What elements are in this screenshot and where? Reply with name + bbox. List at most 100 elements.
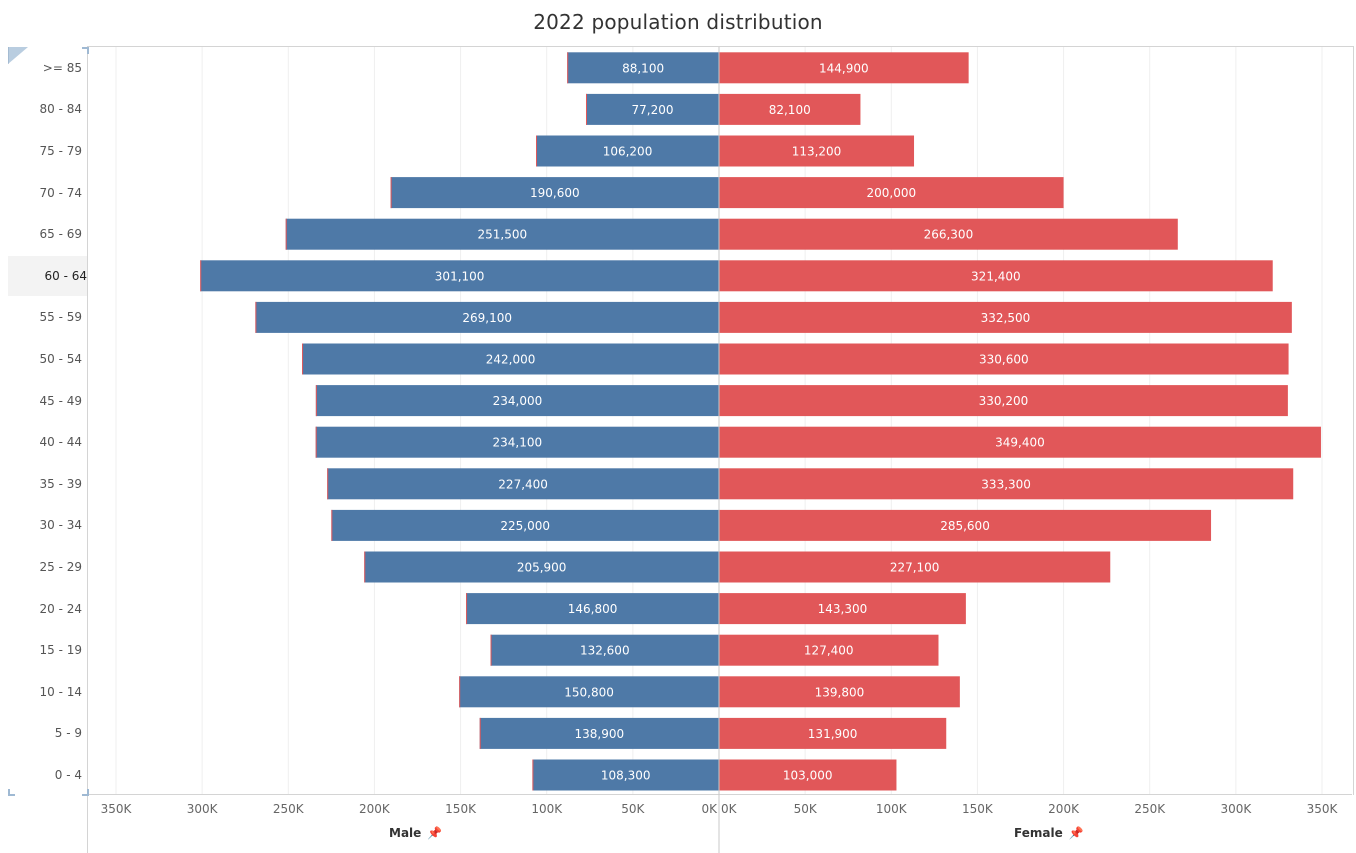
- male-value-label: 234,000: [493, 394, 543, 408]
- x-tick-label: 300K: [1220, 802, 1252, 816]
- age-group-label[interactable]: 30 - 34: [39, 518, 83, 533]
- left-rule: [87, 794, 88, 853]
- female-bar: [719, 343, 1289, 375]
- female-value-label: 330,600: [979, 353, 1029, 367]
- female-value-label: 333,300: [981, 477, 1031, 491]
- bracket-top-right: [82, 47, 89, 54]
- female-value-label: 82,100: [769, 103, 811, 117]
- female-bar: [719, 717, 947, 749]
- x-tick-label: 350K: [1306, 802, 1338, 816]
- female-bar: [719, 593, 966, 625]
- x-tick-label: 350K: [100, 802, 132, 816]
- age-group-label[interactable]: 5 - 9: [54, 726, 82, 741]
- male-value-label: 146,800: [568, 602, 618, 616]
- x-tick-label: 100K: [875, 802, 907, 816]
- age-group-label[interactable]: 80 - 84: [39, 102, 83, 117]
- male-value-label: 106,200: [603, 145, 653, 159]
- female-value-label: 103,000: [783, 769, 833, 783]
- age-group-label[interactable]: 35 - 39: [39, 476, 83, 491]
- male-value-label: 88,100: [622, 61, 664, 75]
- age-group-label[interactable]: 60 - 64: [8, 255, 87, 296]
- male-bar: [285, 218, 719, 250]
- female-bar: [719, 551, 1111, 583]
- male-bar: [200, 260, 720, 292]
- male-value-label: 138,900: [575, 727, 625, 741]
- female-bar: [719, 218, 1178, 250]
- x-tick-label: 200K: [1048, 802, 1079, 816]
- male-bar: [585, 93, 719, 125]
- male-bar: [327, 468, 719, 500]
- male-bar: [364, 551, 719, 583]
- male-value-label: 251,500: [478, 228, 528, 242]
- x-tick-label: 150K: [962, 802, 993, 816]
- age-group-label[interactable]: 40 - 44: [39, 435, 83, 450]
- male-value-label: 77,200: [631, 103, 673, 117]
- age-group-label[interactable]: 70 - 74: [39, 185, 83, 200]
- female-value-label: 332,500: [981, 311, 1031, 325]
- female-bar: [719, 52, 969, 84]
- male-bar: [567, 52, 719, 84]
- male-value-label: 227,400: [498, 477, 548, 491]
- male-bar: [390, 177, 719, 209]
- male-bar: [331, 509, 719, 541]
- x-tick-label: 250K: [272, 802, 304, 816]
- female-bar: [719, 260, 1273, 292]
- age-group-label[interactable]: 55 - 59: [39, 310, 83, 325]
- female-bar: [719, 93, 861, 125]
- age-group-label[interactable]: 50 - 54: [39, 352, 83, 366]
- male-bar: [490, 634, 719, 666]
- male-value-label: 150,800: [564, 685, 614, 699]
- female-bar: [719, 759, 897, 791]
- male-bar: [255, 301, 719, 333]
- age-group-label[interactable]: 45 - 49: [39, 393, 83, 408]
- female-value-label: 349,400: [995, 436, 1045, 450]
- male-bar: [302, 343, 719, 375]
- male-value-label: 190,600: [530, 186, 580, 200]
- female-bar: [719, 426, 1321, 458]
- female-value-label: 144,900: [819, 61, 869, 75]
- age-group-label[interactable]: 65 - 69: [39, 227, 83, 242]
- female-value-label: 321,400: [971, 269, 1021, 283]
- x-tick-label: 300K: [186, 802, 218, 816]
- x-tick-label: 150K: [445, 802, 476, 816]
- male-value-label: 269,100: [462, 311, 512, 325]
- female-value-label: 131,900: [808, 727, 858, 741]
- male-bar: [466, 593, 719, 625]
- male-bar: [315, 426, 719, 458]
- age-group-label[interactable]: >= 85: [42, 60, 82, 75]
- female-value-label: 227,100: [890, 561, 940, 575]
- x-tick-label: 50K: [793, 802, 817, 816]
- age-group-label[interactable]: 0 - 4: [54, 768, 82, 782]
- plot-frame: [87, 46, 1354, 795]
- pin-icon[interactable]: 📌: [1068, 826, 1084, 840]
- x-tick-label: 50K: [621, 802, 645, 816]
- female-bar: [719, 385, 1288, 417]
- male-bar: [536, 135, 719, 167]
- female-bar: [719, 468, 1294, 500]
- x-tick-label: 0K: [701, 802, 717, 816]
- x-tick-label: 0K: [721, 802, 737, 816]
- age-group-label[interactable]: 15 - 19: [39, 643, 83, 658]
- bracket-bottom-right: [82, 789, 89, 796]
- female-bar: [719, 509, 1212, 541]
- female-bar: [719, 135, 915, 167]
- female-bar: [719, 177, 1064, 209]
- female-bar: [719, 676, 960, 708]
- age-group-label[interactable]: 10 - 14: [39, 684, 83, 699]
- pin-icon[interactable]: 📌: [427, 826, 443, 840]
- age-group-label[interactable]: 25 - 29: [39, 560, 83, 574]
- x-axis-title-female[interactable]: Female 📌: [1014, 826, 1084, 840]
- x-axis-title-male[interactable]: Male 📌: [389, 826, 443, 840]
- x-tick-label: 200K: [359, 802, 390, 816]
- female-value-label: 330,200: [979, 394, 1029, 408]
- age-group-label[interactable]: 20 - 24: [39, 601, 83, 616]
- female-value-label: 143,300: [818, 602, 868, 616]
- male-bar: [315, 385, 719, 417]
- male-value-label: 132,600: [580, 644, 630, 658]
- x-tick-label: 100K: [531, 802, 563, 816]
- chart-title: 2022 population distribution: [533, 10, 823, 34]
- age-group-label[interactable]: 75 - 79: [39, 144, 83, 158]
- male-value-label: 234,100: [493, 436, 543, 450]
- female-value-label: 127,400: [804, 644, 854, 658]
